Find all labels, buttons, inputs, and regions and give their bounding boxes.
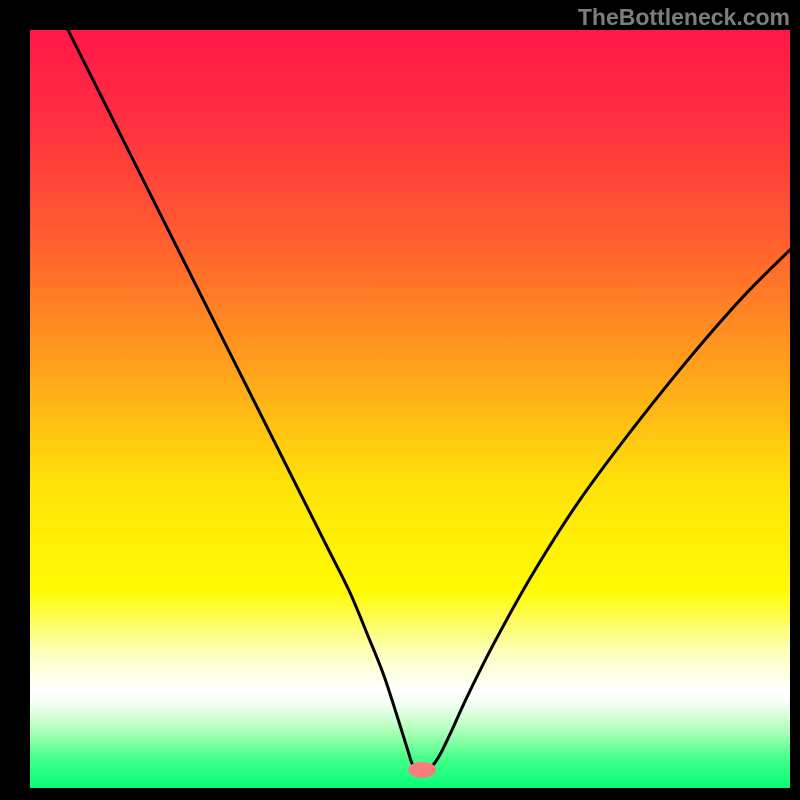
watermark-text: TheBottleneck.com (578, 4, 790, 31)
chart-frame: TheBottleneck.com (0, 0, 800, 800)
gradient-background (30, 30, 790, 788)
optimal-point-marker (408, 762, 436, 778)
chart-svg (0, 0, 800, 800)
